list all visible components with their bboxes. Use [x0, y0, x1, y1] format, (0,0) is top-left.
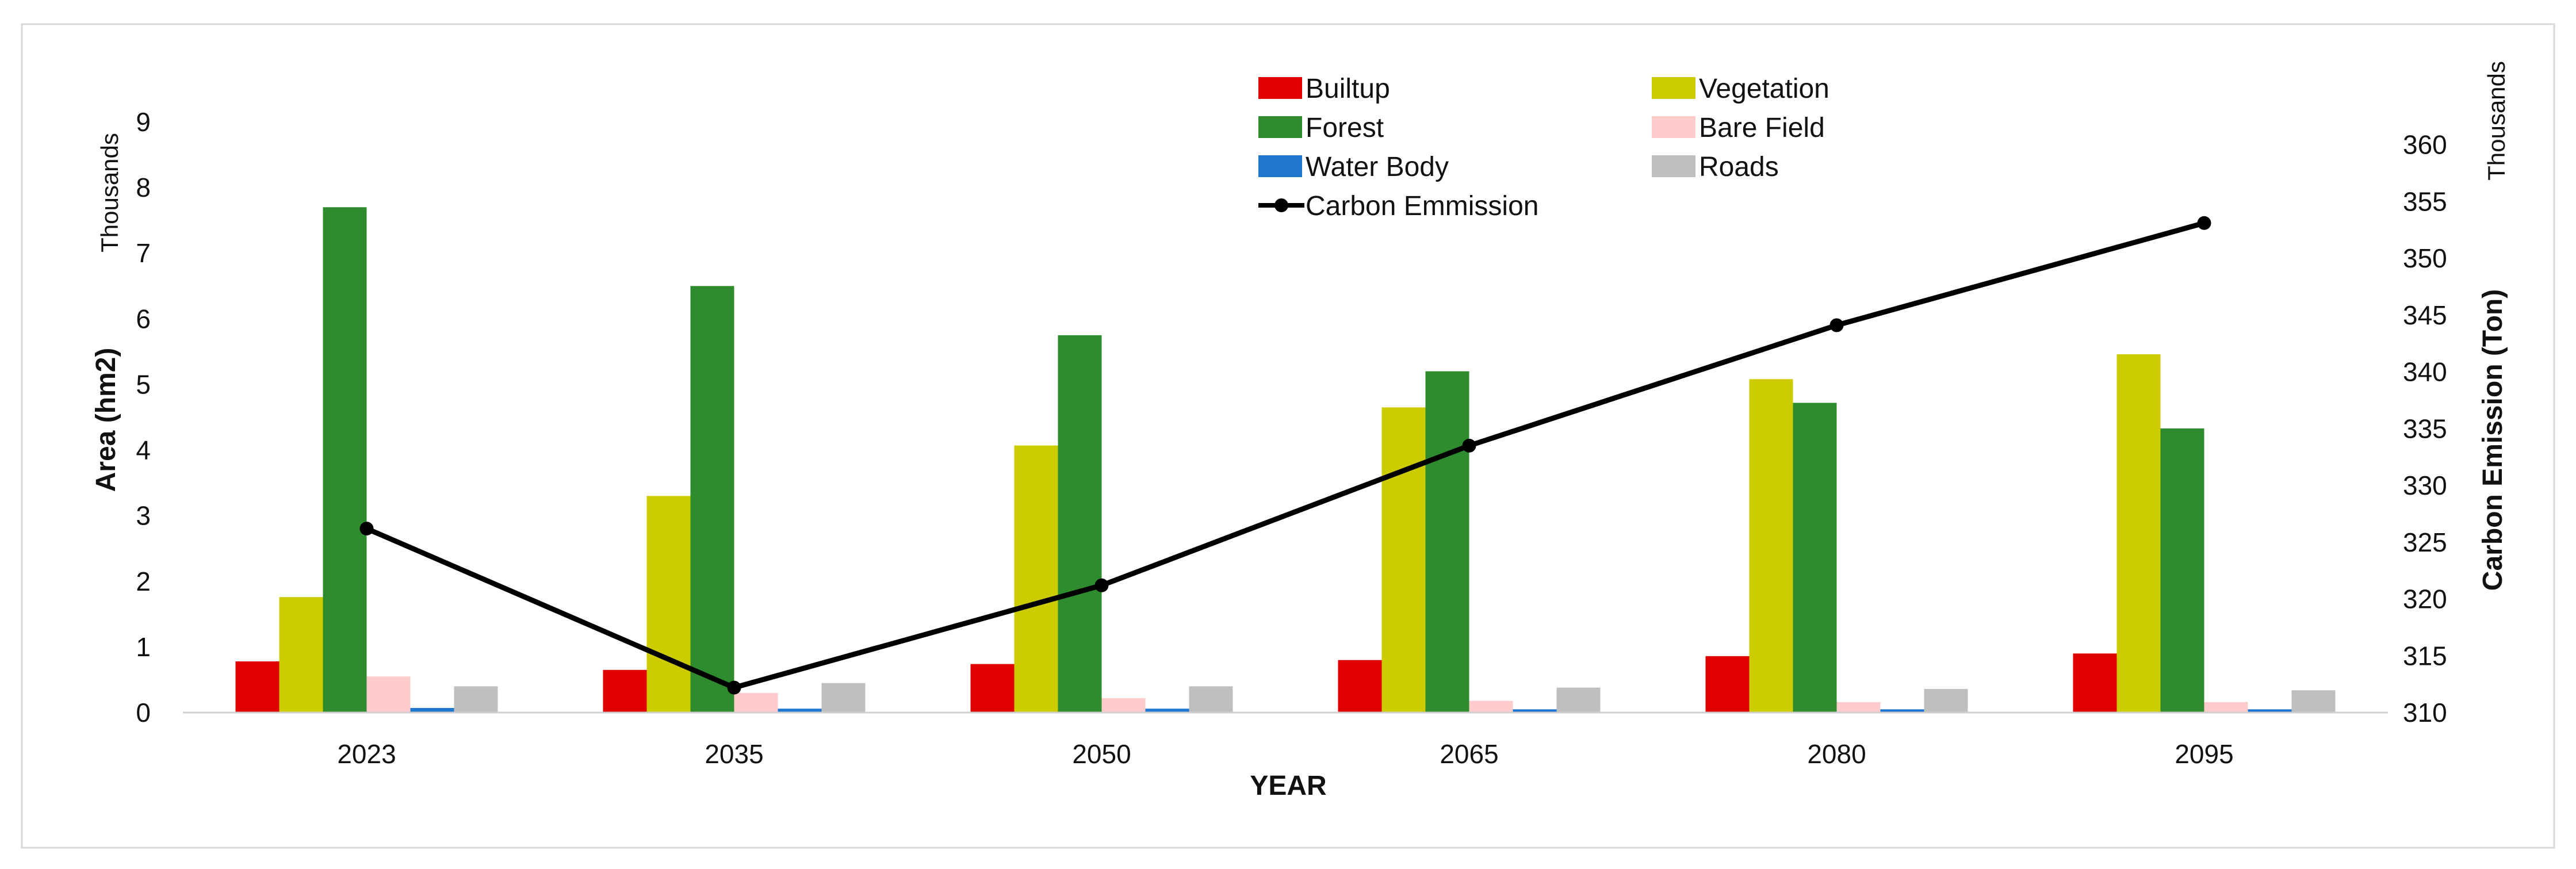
bar-forest-2065 — [1425, 371, 1469, 713]
legend-swatch — [1258, 155, 1302, 177]
legend-label: Carbon Emmission — [1306, 191, 1538, 221]
y2-tick-label: 355 — [2403, 186, 2447, 216]
x-tick-label: 2050 — [1072, 739, 1131, 769]
bar-roads-2095 — [2291, 690, 2336, 713]
bar-forest-2095 — [2160, 428, 2204, 713]
legend-swatch — [1258, 116, 1302, 138]
bar-roads-2050 — [1189, 686, 1233, 713]
point-carbon-emission-2080 — [1829, 318, 1844, 332]
bar-roads-2080 — [1924, 688, 1968, 713]
y-tick-label: 2 — [136, 566, 151, 596]
legend-swatch-marker — [1274, 198, 1288, 212]
y2-tick-label: 320 — [2403, 584, 2447, 614]
point-carbon-emission-2035 — [727, 680, 741, 695]
bar-forest-2050 — [1058, 335, 1102, 713]
bar-bare-field-2035 — [734, 692, 778, 713]
bar-bare-field-2023 — [366, 676, 411, 713]
y-tick-label: 5 — [136, 369, 151, 399]
y-tick-label: 9 — [136, 107, 151, 137]
y-tick-label: 7 — [136, 238, 151, 268]
y2-tick-label: 325 — [2403, 527, 2447, 557]
x-axis-title: YEAR — [1250, 771, 1326, 801]
legend-label: Water Body — [1306, 152, 1449, 182]
bar-water-body-2095 — [2248, 709, 2292, 713]
y2-axis-units: Thousands — [2483, 61, 2510, 181]
legend-label: Vegetation — [1699, 74, 1829, 104]
y-tick-label: 4 — [136, 435, 151, 465]
y2-tick-label: 340 — [2403, 357, 2447, 387]
legend-swatch — [1258, 77, 1302, 99]
bar-vegetation-2095 — [2116, 354, 2161, 713]
bar-water-body-2035 — [778, 709, 822, 713]
y-axis-units: Thousands — [96, 133, 123, 252]
y-tick-label: 3 — [136, 501, 151, 531]
bar-builtup-2095 — [2073, 653, 2117, 713]
bar-water-body-2023 — [410, 708, 454, 713]
line-carbon-emission — [365, 220, 2205, 691]
legend-label: Bare Field — [1699, 113, 1825, 143]
bar-roads-2065 — [1556, 687, 1601, 713]
bar-roads-2035 — [821, 683, 866, 713]
bar-vegetation-2023 — [279, 597, 323, 713]
bar-vegetation-2080 — [1749, 379, 1793, 713]
y-tick-label: 0 — [136, 698, 151, 728]
point-carbon-emission-2065 — [1462, 438, 1476, 453]
legend-label: Roads — [1699, 152, 1779, 182]
x-tick-label: 2080 — [1807, 739, 1866, 769]
bar-bare-field-2050 — [1101, 698, 1146, 713]
bar-vegetation-2065 — [1381, 407, 1426, 713]
bar-builtup-2050 — [970, 664, 1015, 713]
axis-titles: Area (hm2) Thousands Carbon Emission (To… — [91, 61, 2510, 801]
bar-forest-2035 — [690, 286, 734, 713]
bar-bare-field-2095 — [2204, 702, 2248, 713]
y-tick-label: 6 — [136, 304, 151, 334]
bar-vegetation-2035 — [646, 496, 691, 713]
x-tick-label: 2035 — [705, 739, 763, 769]
legend-swatch — [1652, 77, 1695, 99]
legend-swatch — [1652, 116, 1695, 138]
y-tick-label: 8 — [136, 173, 151, 202]
bar-bare-field-2080 — [1836, 702, 1881, 713]
point-carbon-emission-2023 — [359, 522, 374, 536]
bar-builtup-2065 — [1338, 660, 1382, 713]
legend-label: Builtup — [1306, 74, 1390, 104]
legend-label: Forest — [1306, 113, 1384, 143]
bar-builtup-2080 — [1705, 656, 1750, 713]
y2-tick-label: 330 — [2403, 470, 2447, 500]
y2-axis-title: Carbon Emission (Ton) — [2478, 289, 2508, 591]
y-axis-title: Area (hm2) — [91, 348, 121, 492]
bar-water-body-2080 — [1880, 709, 1924, 713]
y2-tick-label: 350 — [2403, 243, 2447, 273]
point-carbon-emission-2095 — [2197, 216, 2211, 230]
y-tick-label: 1 — [136, 632, 151, 662]
x-tick-label: 2095 — [2175, 739, 2233, 769]
axes: 2023 2035 2050 2065 2080 20950123456789310315… — [136, 107, 2447, 769]
x-tick-label: 2023 — [337, 739, 396, 769]
bar-builtup-2023 — [235, 661, 280, 713]
bar-roads-2023 — [454, 686, 498, 713]
y2-tick-label: 335 — [2403, 414, 2447, 443]
bar-water-body-2065 — [1513, 709, 1557, 713]
plot-area — [235, 207, 2336, 713]
bar-water-body-2050 — [1145, 709, 1189, 713]
bar-forest-2023 — [323, 207, 367, 713]
y2-tick-label: 310 — [2403, 698, 2447, 728]
bar-vegetation-2050 — [1014, 445, 1058, 713]
y2-tick-label: 360 — [2403, 130, 2447, 160]
bar-forest-2080 — [1793, 403, 1837, 713]
bar-builtup-2035 — [603, 669, 647, 713]
y2-tick-label: 315 — [2403, 641, 2447, 671]
y2-tick-label: 345 — [2403, 300, 2447, 330]
legend-swatch — [1652, 155, 1695, 177]
point-carbon-emission-2050 — [1094, 578, 1109, 592]
bar-bare-field-2065 — [1469, 700, 1513, 713]
x-tick-label: 2065 — [1440, 739, 1498, 769]
legend: Builtup Vegetation Forest Bare Field Water B… — [1258, 74, 1829, 221]
